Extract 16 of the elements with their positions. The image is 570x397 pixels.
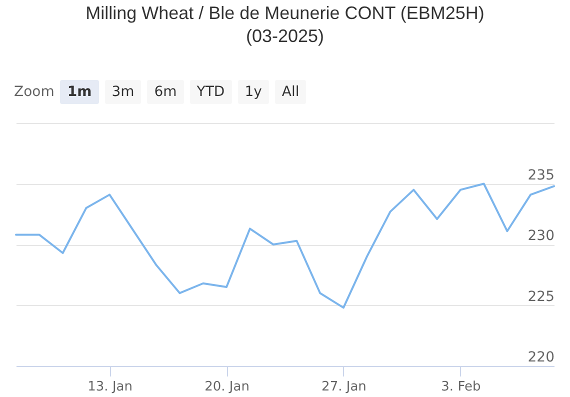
text: 3m [104,80,142,104]
text: 1m [60,80,99,104]
text: All [274,80,306,104]
text: 1y [238,80,269,104]
text: Zoom [14,84,54,100]
text: 6m [147,80,184,104]
x-tick-label: 13. Jan [88,380,132,394]
x-tick-label: 27. Jan [322,380,366,394]
x-tick-label: 3. Feb [441,380,481,394]
y-tick-label: 230 [528,228,554,244]
y-tick-label: 225 [528,288,554,305]
text: YTD [190,80,232,104]
y-tick-label: 235 [528,167,554,184]
x-tick-label: 20. Jan [204,380,250,394]
chart-title: Milling Wheat / Ble de Meunerie CONT (EBM25H) (03-2025) [85,2,485,48]
y-tick-label: 220 [528,350,554,366]
